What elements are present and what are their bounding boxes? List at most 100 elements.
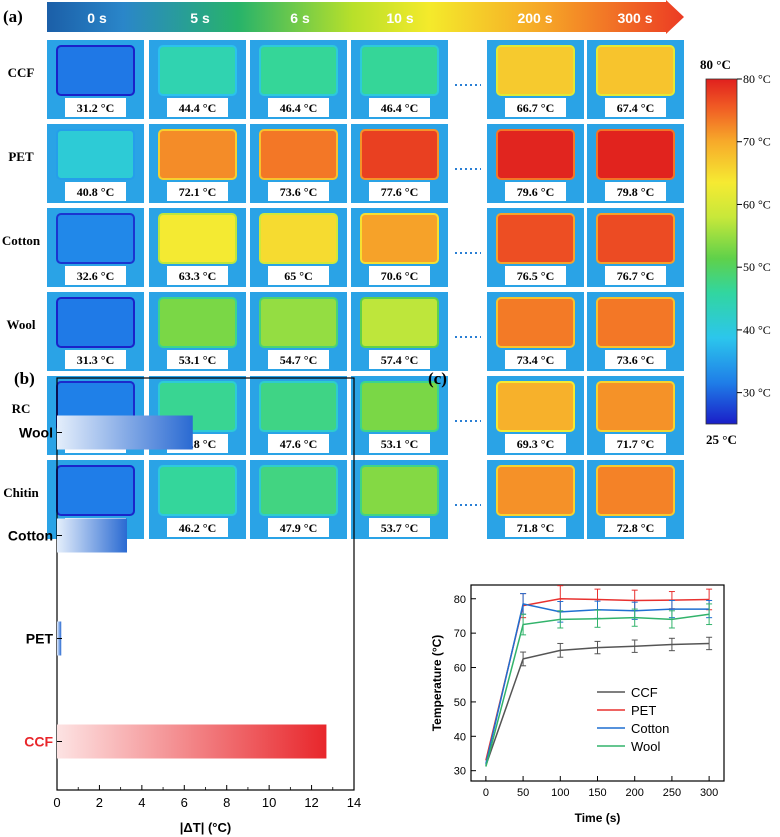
temperature-label-box — [167, 98, 228, 117]
temperature-readout: 76.5 °C — [517, 269, 554, 283]
fabric-edge — [496, 213, 575, 264]
fabric-hotspot — [159, 214, 236, 263]
bar — [57, 724, 327, 759]
fabric-hotspot — [159, 46, 236, 95]
fabric-hotspot — [497, 130, 574, 179]
fabric-edge — [596, 465, 675, 516]
time-label: 6 s — [290, 10, 310, 26]
colorbar-top-label: 80 °C — [700, 57, 731, 72]
panel-a-label: (a) — [3, 7, 23, 26]
fabric-edge — [596, 297, 675, 348]
fabric-hotspot — [57, 46, 134, 95]
material-row-labels: CCF PET Cotton Wool RC Chitin — [2, 65, 41, 500]
x-tick-label: 6 — [181, 795, 188, 810]
category-label: Wool — [19, 425, 53, 441]
series-line — [485, 642, 710, 766]
legend-label: Wool — [631, 739, 660, 754]
thermal-image: 57.4 °C — [351, 292, 448, 371]
temperature-readout: 31.2 °C — [77, 101, 114, 115]
legend-label: Cotton — [631, 721, 669, 736]
category-label: CCF — [24, 734, 53, 750]
temperature-readout: 66.7 °C — [517, 101, 554, 115]
x-tick-label: 4 — [138, 795, 145, 810]
fabric-edge — [158, 213, 237, 264]
temperature-readout: 46.4 °C — [280, 101, 317, 115]
temperature-readout: 31.3 °C — [77, 353, 114, 367]
y-tick-label: 40 — [454, 731, 466, 743]
time-label: 0 s — [87, 10, 107, 26]
temperature-readout: 69.3 °C — [517, 437, 554, 451]
thermal-image: 66.7 °C — [487, 40, 584, 119]
colorbar-tick-label: 50 °C — [743, 260, 771, 274]
colorbar-ticks: 80 °C 70 °C 60 °C 50 °C 40 °C 30 °C — [737, 72, 771, 400]
fabric-edge — [496, 381, 575, 432]
fabric-hotspot — [260, 298, 337, 347]
x-axis-label: Time (s) — [575, 811, 621, 825]
category-label: PET — [26, 631, 54, 647]
x-tick-label: 250 — [663, 787, 681, 799]
temperature-readout: 65 °C — [284, 269, 312, 283]
fabric-hotspot — [497, 382, 574, 431]
bar-chart-delta-t: 0 2 4 6 8 10 12 14 |ΔT| (°C) Wool Cotton PET CCF — [8, 377, 361, 835]
fabric-hotspot — [597, 130, 674, 179]
x-tick-label: 200 — [626, 787, 644, 799]
temperature-label-box — [369, 518, 430, 537]
temperature-label-box — [268, 518, 329, 537]
colorbar-tick-label: 30 °C — [743, 386, 771, 400]
fabric-edge — [56, 213, 135, 264]
x-tick-label: 12 — [304, 795, 318, 810]
fabric-hotspot — [361, 214, 438, 263]
temperature-label-box — [268, 182, 329, 201]
fabric-edge — [158, 129, 237, 180]
temperature-readout: 32.6 °C — [77, 269, 114, 283]
temperature-label-box — [505, 434, 566, 453]
series-line — [485, 613, 710, 767]
x-tick-label: 10 — [262, 795, 276, 810]
temperature-label-box — [268, 350, 329, 369]
fabric-edge — [158, 297, 237, 348]
panel-b-label: (b) — [14, 369, 35, 388]
thermal-image: 71.8 °C — [487, 460, 584, 539]
thermal-image: 65 °C — [250, 208, 347, 287]
fabric-edge — [56, 297, 135, 348]
fabric-edge — [360, 297, 439, 348]
temperature-label-box — [369, 182, 430, 201]
temperature-label-box — [605, 98, 666, 117]
temperature-readout: 63.3 °C — [179, 269, 216, 283]
thermal-image: 40.8 °C — [47, 124, 144, 203]
fabric-edge — [360, 45, 439, 96]
fabric-hotspot — [260, 46, 337, 95]
thermal-image: 79.8 °C — [587, 124, 684, 203]
thermal-image: 72.1 °C — [149, 124, 246, 203]
temperature-label-box — [268, 266, 329, 285]
temperature-label-box — [369, 98, 430, 117]
fabric-edge — [496, 465, 575, 516]
legend-label: PET — [631, 703, 656, 718]
fabric-hotspot — [497, 46, 574, 95]
fabric-hotspot — [597, 466, 674, 515]
fabric-edge — [360, 381, 439, 432]
bar — [57, 518, 128, 553]
thermal-image: 46.2 °C — [149, 460, 246, 539]
temperature-colorbar: 80 °C 80 °C 70 °C 60 °C 50 °C 40 °C 30 °C 25 … — [700, 57, 771, 447]
time-label: 5 s — [190, 10, 210, 26]
temperature-readout: 47.9 °C — [280, 521, 317, 535]
temperature-readout: 47.6 °C — [280, 437, 317, 451]
fabric-edge — [158, 45, 237, 96]
y-tick-label: 50 — [454, 697, 466, 709]
temperature-readout: 76.7 °C — [617, 269, 654, 283]
temperature-label-box — [65, 350, 126, 369]
fabric-hotspot — [597, 214, 674, 263]
fabric-edge — [158, 381, 237, 432]
fabric-hotspot — [361, 382, 438, 431]
temperature-readout: 53.7 °C — [381, 521, 418, 535]
thermal-image: 46.4 °C — [351, 40, 448, 119]
fabric-hotspot — [361, 46, 438, 95]
temperature-label-box — [167, 350, 228, 369]
thermal-image: 32.6 °C — [47, 208, 144, 287]
temperature-label-box — [167, 518, 228, 537]
fabric-hotspot — [159, 298, 236, 347]
thermal-image: 47.9 °C — [250, 460, 347, 539]
temperature-readout: 73.6 °C — [280, 185, 317, 199]
material-label: Cotton — [2, 233, 41, 248]
